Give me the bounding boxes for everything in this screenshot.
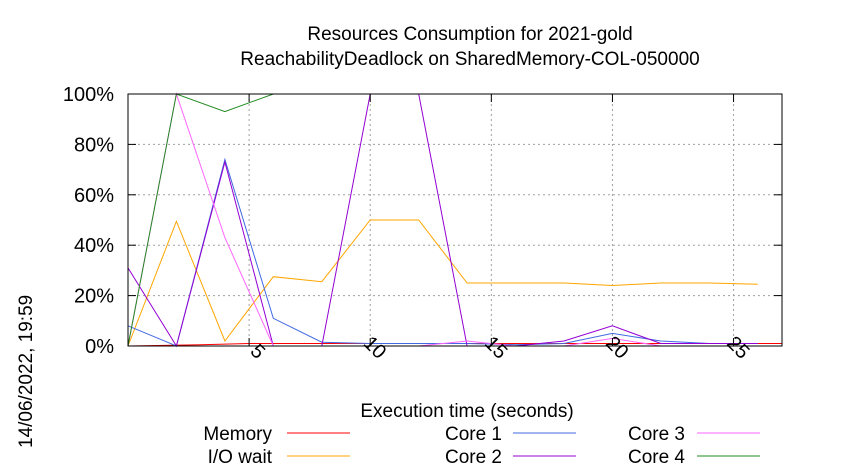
x-tick-label: 20 <box>601 332 632 363</box>
y-tick-label: 80% <box>74 134 114 156</box>
y-axis-ticks: 0% 20% 40% 60% 80% 100% <box>63 84 782 358</box>
x-tick-label: 25 <box>722 332 753 363</box>
y-tick-label: 60% <box>74 185 114 207</box>
chart-subtitle: ReachabilityDeadlock on SharedMemory-COL… <box>240 49 699 70</box>
x-axis-ticks: 5 10 15 20 25 <box>246 94 754 364</box>
y-tick-label: 20% <box>74 286 114 308</box>
plot-frame <box>127 93 783 347</box>
series-line-2 <box>127 157 758 347</box>
legend-label: Core 4 <box>628 447 685 468</box>
series-line-1 <box>127 219 758 347</box>
timestamp: 14/06/2022, 19:59 <box>16 295 37 448</box>
chart-title: Resources Consumption for 2021-gold <box>307 24 632 45</box>
legend-label: Core 3 <box>628 424 685 445</box>
series-line-3 <box>127 93 758 348</box>
legend-label: Core 2 <box>445 447 502 468</box>
x-axis-label: Execution time (seconds) <box>360 401 573 422</box>
series-line-4 <box>127 92 758 347</box>
grid-lines <box>128 94 782 346</box>
x-tick-label: 10 <box>359 332 390 363</box>
y-tick-label: 100% <box>63 84 114 106</box>
legend-label: Core 1 <box>445 424 502 445</box>
y-tick-label: 40% <box>74 235 114 257</box>
y-tick-label: 0% <box>85 336 114 358</box>
legend-label: Memory <box>203 424 272 445</box>
series-layer <box>127 92 782 348</box>
legend-label: I/O wait <box>208 447 273 468</box>
x-tick-label: 15 <box>480 332 511 363</box>
